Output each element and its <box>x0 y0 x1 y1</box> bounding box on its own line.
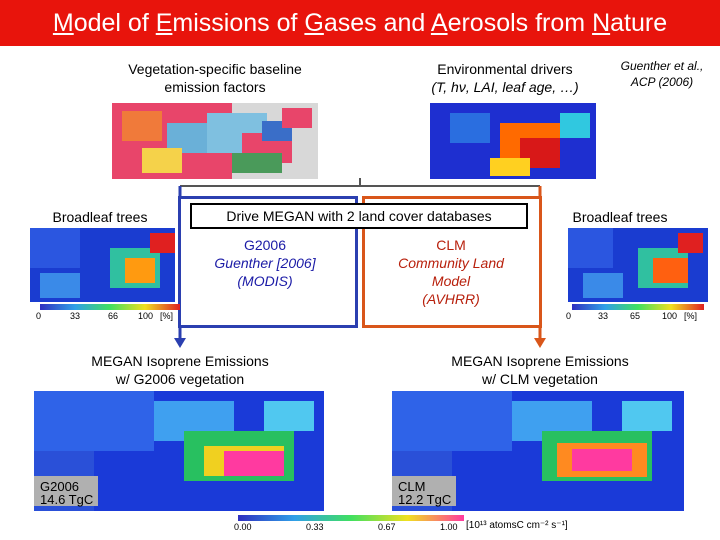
left-colorbar <box>40 304 180 310</box>
bottom-scale-tick-1: 0.33 <box>306 522 324 532</box>
left-broadleaf-map-image <box>30 228 175 302</box>
citation-line2: ACP (2006) <box>630 75 694 89</box>
bottom-right-title: MEGAN Isoprene Emissions w/ CLM vegetati… <box>420 352 660 388</box>
left-broadleaf-map <box>30 228 175 302</box>
clm-line1: CLM <box>436 237 466 253</box>
g2006-outline <box>178 196 358 328</box>
bottom-right-map-label2: 12.2 TgC <box>398 492 452 507</box>
bottom-right-title-line2: w/ CLM vegetation <box>482 371 598 387</box>
bottom-scale-tick-3: 1.00 <box>440 522 458 532</box>
right-scale-tick-2: 65 <box>630 311 641 321</box>
right-scale-unit: [%] <box>684 311 698 321</box>
emission-factor-map-image <box>112 103 318 179</box>
center-label: Drive MEGAN with 2 land cover databases <box>226 208 492 224</box>
page-title: Model of Emissions of Gases and Aerosols… <box>52 9 668 37</box>
left-scale-tick-2: 66 <box>108 311 119 321</box>
bottom-right-map-image <box>392 391 684 511</box>
top-right-caption-line2: (T, hν, LAI, leaf age, …) <box>431 79 579 95</box>
top-left-caption-line1: Vegetation-specific baseline <box>128 61 302 77</box>
bottom-right-title-line1: MEGAN Isoprene Emissions <box>451 353 629 369</box>
title-bar <box>0 0 720 46</box>
bottom-left-map-label: G2006 14.6 TgC <box>40 480 93 506</box>
bottom-left-title: MEGAN Isoprene Emissions w/ G2006 vegeta… <box>60 352 300 388</box>
right-broadleaf-map <box>568 228 708 302</box>
bottom-scale-unit: [10¹³ atomsC cm⁻² s⁻¹] <box>466 520 568 531</box>
bottom-scale-ticks: 0.00 0.33 0.67 1.00 [10¹³ atomsC cm⁻² s⁻… <box>234 520 714 536</box>
clm-outline <box>362 196 542 328</box>
bottom-left-map-label2: 14.6 TgC <box>40 492 94 507</box>
citation-line1: Guenther et al., <box>620 59 704 73</box>
right-scale-ticks: 0 33 65 100 [%] <box>566 311 716 323</box>
g2006-line2: Guenther [2006] <box>214 255 316 271</box>
left-scale-ticks: 0 33 66 100 [%] <box>36 311 186 323</box>
citation: Guenther et al., ACP (2006) <box>606 58 718 90</box>
right-scale-tick-0: 0 <box>566 311 572 321</box>
environmental-drivers-map-image <box>430 103 596 179</box>
bottom-left-map-image <box>34 391 324 511</box>
left-scale-unit: [%] <box>160 311 174 321</box>
top-left-caption-line2: emission factors <box>164 79 266 95</box>
right-colorbar <box>572 304 704 310</box>
g2006-line1: G2006 <box>243 237 287 253</box>
bottom-scale-tick-0: 0.00 <box>234 522 252 532</box>
bottom-right-map-label1: CLM <box>398 479 426 494</box>
top-right-caption-line1: Environmental drivers <box>437 61 573 77</box>
right-scale-tick-1: 33 <box>598 311 609 321</box>
bottom-left-title-line2: w/ G2006 vegetation <box>115 371 245 387</box>
bottom-right-map <box>392 391 684 511</box>
bottom-colorbar <box>238 515 464 521</box>
emission-factor-map <box>112 103 318 179</box>
bottom-left-map <box>34 391 324 511</box>
bottom-left-title-line1: MEGAN Isoprene Emissions <box>91 353 269 369</box>
left-scale-tick-1: 33 <box>70 311 81 321</box>
clm-line2: Community Land <box>398 255 504 271</box>
bottom-right-map-label: CLM 12.2 TgC <box>398 480 451 506</box>
top-right-caption: Environmental drivers (T, hν, LAI, leaf … <box>400 60 610 96</box>
right-broadleaf-map-image <box>568 228 708 302</box>
left-side-label: Broadleaf trees <box>52 209 148 225</box>
clm-line3: Model <box>431 273 471 289</box>
bottom-left-map-label1: G2006 <box>40 479 80 494</box>
g2006-line3: (MODIS) <box>237 273 293 289</box>
clm-line4: (AVHRR) <box>422 291 480 307</box>
right-side-label: Broadleaf trees <box>572 209 668 225</box>
environmental-drivers-map <box>430 103 596 179</box>
center-label-box: Drive MEGAN with 2 land cover databases <box>190 203 528 229</box>
top-left-caption: Vegetation-specific baseline emission fa… <box>90 60 340 96</box>
g2006-text: G2006 Guenther [2006] (MODIS) <box>190 236 340 290</box>
left-scale-tick-3: 100 <box>138 311 154 321</box>
clm-text: CLM Community Land Model (AVHRR) <box>376 236 526 308</box>
left-scale-tick-0: 0 <box>36 311 42 321</box>
bottom-scale-tick-2: 0.67 <box>378 522 396 532</box>
right-scale-tick-3: 100 <box>662 311 678 321</box>
